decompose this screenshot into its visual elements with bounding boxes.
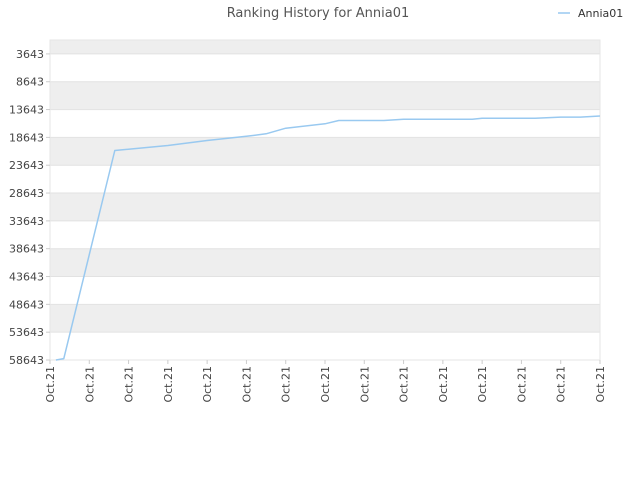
series-layer — [55, 115, 601, 361]
gridlines — [49, 39, 601, 361]
plot-band — [50, 248, 600, 277]
x-tick-label: Oct.21 — [555, 366, 568, 403]
y-tick-label: 38643 — [9, 243, 44, 256]
x-tick-label: Oct.21 — [515, 366, 528, 403]
plot-band — [50, 193, 600, 221]
y-tick-label: 18643 — [9, 131, 44, 144]
plot-band — [50, 220, 600, 249]
x-tick-label: Oct.21 — [240, 366, 253, 403]
legend[interactable]: Annia01 — [558, 7, 623, 20]
y-tick-label: 33643 — [9, 215, 44, 228]
chart-title: Ranking History for Annia01 — [227, 6, 410, 21]
x-tick-label: Oct.21 — [594, 366, 607, 403]
plot-band — [50, 304, 600, 333]
y-tick-label: 58643 — [9, 354, 44, 367]
y-tick-label: 48643 — [9, 298, 44, 311]
plot-band — [50, 276, 600, 305]
plot-bands — [50, 40, 600, 360]
y-tick-label: 8643 — [16, 76, 44, 89]
y-axis: 3643 8643 13643 18643 23643 28643 33643 38643 43… — [9, 48, 50, 367]
x-tick-label: Oct.21 — [437, 366, 450, 403]
x-tick-label: Oct.21 — [358, 366, 371, 403]
plot-band — [50, 332, 600, 360]
y-tick-label: 28643 — [9, 187, 44, 200]
plot-band — [50, 165, 600, 194]
y-tick-label: 23643 — [9, 159, 44, 172]
x-tick-label: Oct.21 — [319, 366, 332, 403]
x-axis: Oct.21 Oct.21 Oct.21 Oct.21 Oct.21 Oct.21 Oct.… — [44, 360, 607, 403]
x-tick-label: Oct.21 — [162, 366, 175, 403]
plot-band — [50, 137, 600, 166]
x-tick-label: Oct.21 — [83, 366, 96, 403]
plot-band — [50, 40, 600, 54]
y-tick-label: 53643 — [9, 326, 44, 339]
y-tick-label: 43643 — [9, 271, 44, 284]
x-tick-label: Oct.21 — [123, 366, 136, 403]
legend-label: Annia01 — [578, 7, 623, 20]
series-line-annia01[interactable] — [55, 115, 601, 361]
y-tick-label: 3643 — [16, 48, 44, 61]
x-tick-label: Oct.21 — [201, 366, 214, 403]
y-tick-label: 13643 — [9, 104, 44, 117]
x-tick-label: Oct.21 — [280, 366, 293, 403]
x-tick-label: Oct.21 — [44, 366, 57, 403]
x-tick-label: Oct.21 — [398, 366, 411, 403]
x-tick-label: Oct.21 — [476, 366, 489, 403]
plot-band — [50, 81, 600, 110]
plot-band — [50, 53, 600, 82]
